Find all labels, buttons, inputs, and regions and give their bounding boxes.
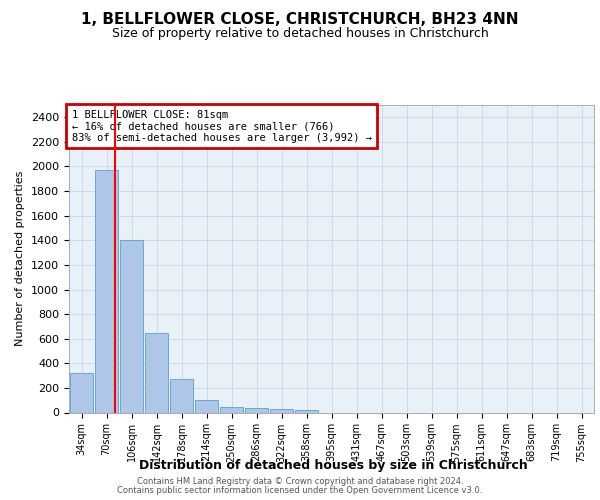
Y-axis label: Number of detached properties: Number of detached properties <box>16 171 25 346</box>
Bar <box>95 170 118 412</box>
Bar <box>269 410 293 412</box>
Bar <box>194 400 218 412</box>
Text: Size of property relative to detached houses in Christchurch: Size of property relative to detached ho… <box>112 28 488 40</box>
Bar <box>70 373 94 412</box>
Text: Contains HM Land Registry data © Crown copyright and database right 2024.: Contains HM Land Registry data © Crown c… <box>137 477 463 486</box>
Bar <box>295 410 319 412</box>
Text: 1, BELLFLOWER CLOSE, CHRISTCHURCH, BH23 4NN: 1, BELLFLOWER CLOSE, CHRISTCHURCH, BH23 … <box>81 12 519 28</box>
Bar <box>220 407 244 412</box>
Text: Distribution of detached houses by size in Christchurch: Distribution of detached houses by size … <box>139 460 527 472</box>
Bar <box>170 378 193 412</box>
Bar <box>119 240 143 412</box>
Text: 1 BELLFLOWER CLOSE: 81sqm
← 16% of detached houses are smaller (766)
83% of semi: 1 BELLFLOWER CLOSE: 81sqm ← 16% of detac… <box>71 110 371 143</box>
Bar <box>245 408 268 412</box>
Bar <box>145 332 169 412</box>
Text: Contains public sector information licensed under the Open Government Licence v3: Contains public sector information licen… <box>118 486 482 495</box>
